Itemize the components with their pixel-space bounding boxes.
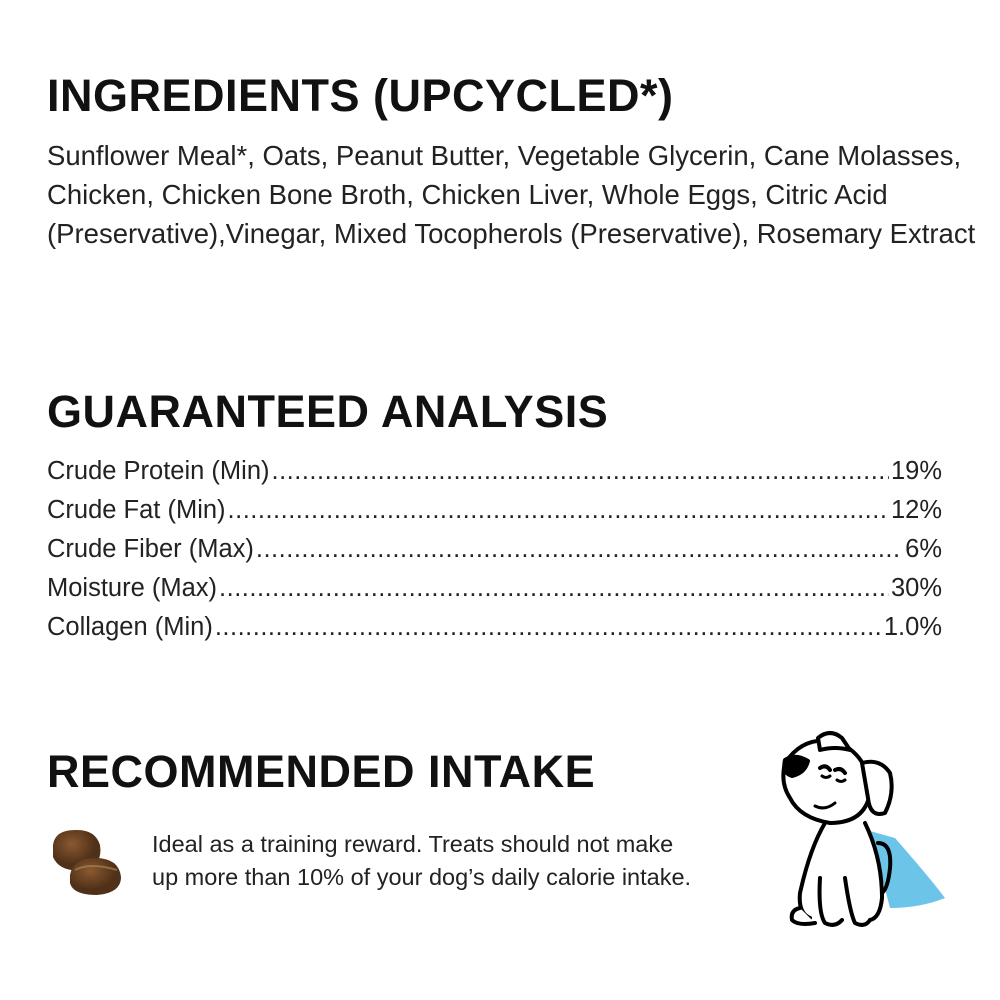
analysis-table: Crude Protein (Min) 19% Crude Fat (Min) 12… bbox=[47, 452, 942, 647]
analysis-row: Crude Protein (Min) 19% bbox=[47, 452, 942, 491]
analysis-row: Collagen (Min) 1.0% bbox=[47, 608, 942, 647]
dot-leader bbox=[256, 530, 903, 569]
analysis-row: Crude Fiber (Max) 6% bbox=[47, 530, 942, 569]
treat-icon bbox=[53, 829, 121, 895]
dot-leader bbox=[272, 452, 889, 491]
row-label: Crude Fiber (Max) bbox=[47, 535, 254, 563]
row-value: 12% bbox=[890, 496, 942, 524]
row-label: Collagen (Min) bbox=[47, 613, 213, 641]
row-value: 30% bbox=[890, 574, 942, 602]
dog-illustration-icon bbox=[781, 731, 945, 927]
ingredients-text: Sunflower Meal*, Oats, Peanut Butter, Ve… bbox=[47, 140, 976, 249]
ingredients-title: INGREDIENTS (UPCYCLED*) bbox=[47, 70, 674, 121]
intake-line: up more than 10% of your dog’s daily cal… bbox=[152, 864, 692, 890]
intake-title: RECOMMENDED INTAKE bbox=[47, 746, 596, 797]
analysis-row: Crude Fat (Min) 12% bbox=[47, 491, 942, 530]
analysis-title: GUARANTEED ANALYSIS bbox=[47, 386, 609, 437]
row-value: 6% bbox=[905, 535, 942, 563]
dot-leader bbox=[228, 491, 889, 530]
row-label: Moisture (Max) bbox=[47, 574, 218, 602]
analysis-row: Moisture (Max) 30% bbox=[47, 569, 942, 608]
row-label: Crude Fat (Min) bbox=[47, 496, 226, 524]
intake-line: Ideal as a training reward. Treats shoul… bbox=[152, 831, 674, 857]
row-value: 19% bbox=[890, 457, 942, 485]
dot-leader bbox=[219, 569, 889, 608]
dot-leader bbox=[215, 608, 882, 647]
row-label: Crude Protein (Min) bbox=[47, 457, 270, 485]
row-value: 1.0% bbox=[883, 613, 942, 641]
intake-text: Ideal as a training reward. Treats shoul… bbox=[152, 828, 691, 894]
